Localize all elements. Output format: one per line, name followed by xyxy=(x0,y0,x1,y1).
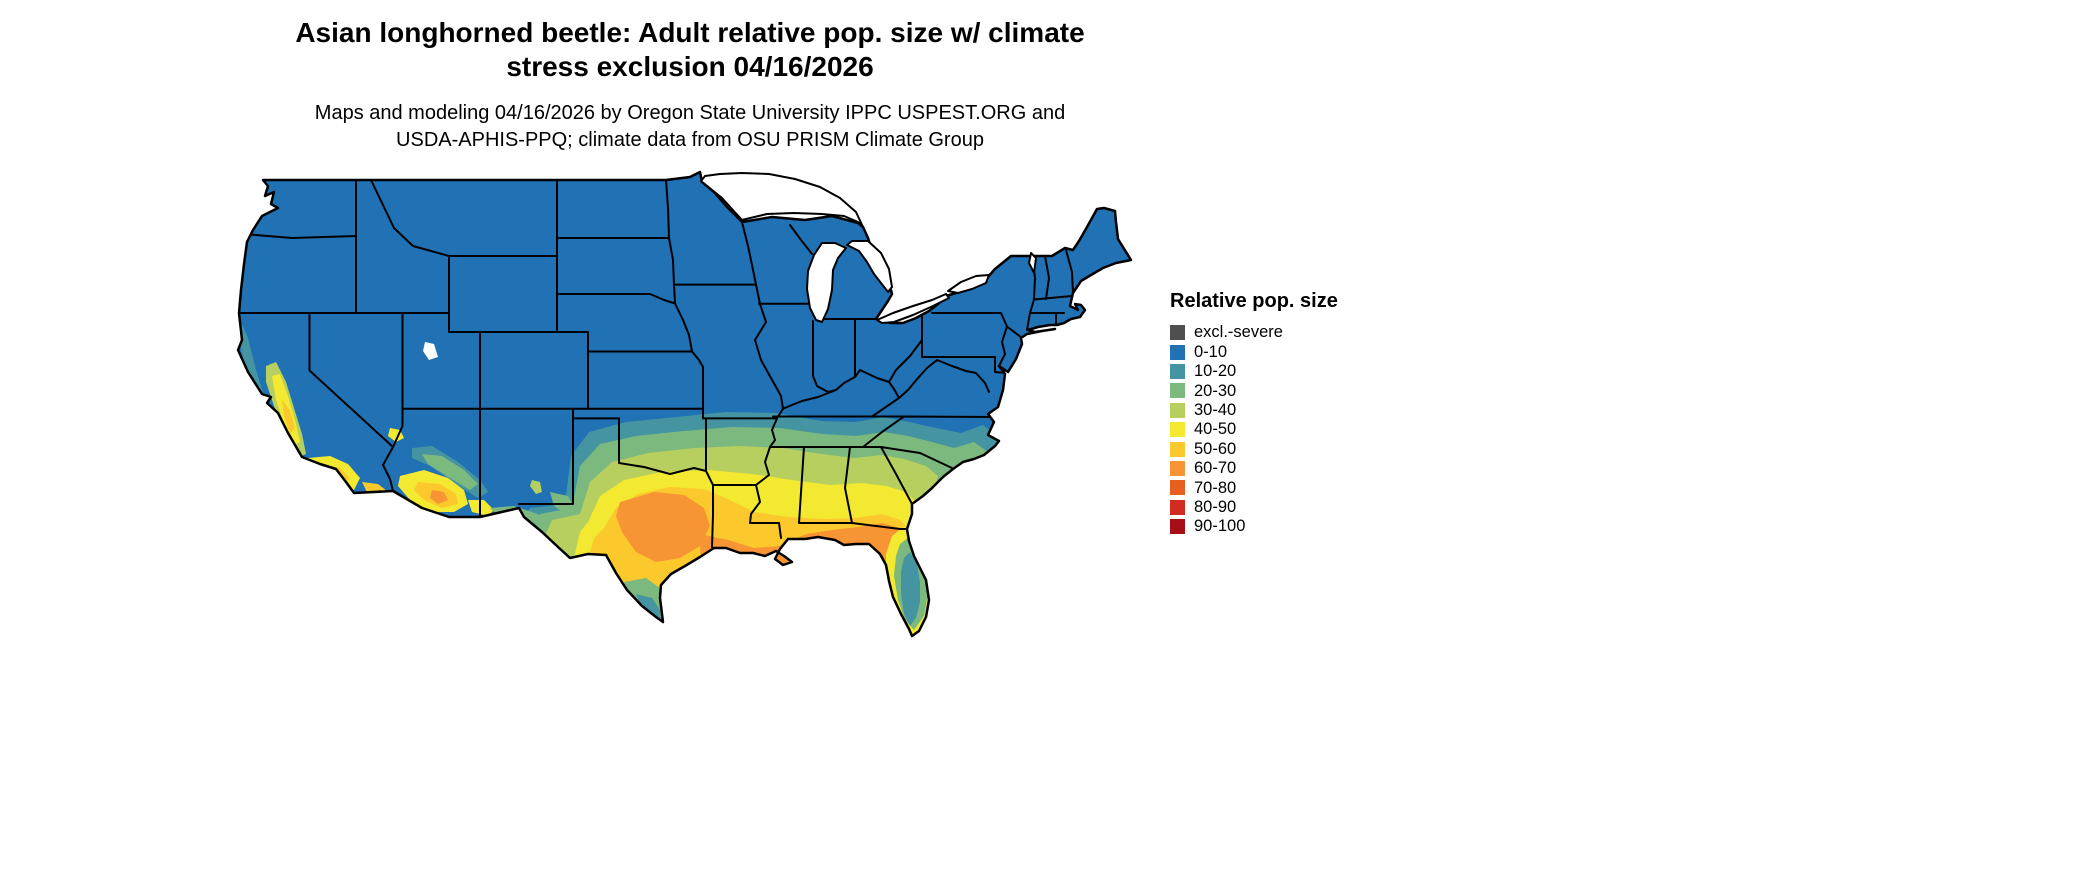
legend-swatch xyxy=(1170,460,1185,476)
map-region-central-valley-50-60 xyxy=(282,400,295,434)
legend-swatch xyxy=(1170,519,1185,535)
us-map-container xyxy=(232,170,1140,658)
legend: Relative pop. size excl.-severe 0-10 10-20… xyxy=(1170,290,1338,536)
legend-item: excl.-severe xyxy=(1170,323,1338,342)
legend-label: 30-40 xyxy=(1194,401,1237,419)
legend-label: 0-10 xyxy=(1194,342,1228,361)
map-subtitle: Maps and modeling 04/16/2026 by Oregon S… xyxy=(0,100,1380,154)
map-region-california-coast-10-20 xyxy=(238,320,282,444)
legend-item: 70-80 xyxy=(1170,478,1338,497)
legend-item: 30-40 xyxy=(1170,401,1338,420)
legend-label: 40-50 xyxy=(1194,420,1237,439)
legend-item: 90-100 xyxy=(1170,517,1338,536)
lake-superior xyxy=(700,172,864,228)
legend-item: 80-90 xyxy=(1170,498,1338,517)
legend-swatch xyxy=(1170,441,1185,457)
us-map xyxy=(236,170,1133,638)
legend-label: 70-80 xyxy=(1194,478,1237,497)
map-region-texas-core-60-70 xyxy=(616,492,710,562)
us-outline xyxy=(236,170,1133,638)
legend-swatch xyxy=(1170,383,1185,399)
legend-item: 50-60 xyxy=(1170,439,1338,458)
lake-huron xyxy=(846,240,893,293)
legend-item: 40-50 xyxy=(1170,420,1338,439)
map-region-gulf-coast-60-70 xyxy=(700,523,912,636)
map-subtitle-line2: USDA-APHIS-PPQ; climate data from OSU PR… xyxy=(396,129,984,151)
page-title-line1: Asian longhorned beetle: Adult relative … xyxy=(295,17,1085,48)
state-borders xyxy=(238,179,1074,548)
map-fill-layers xyxy=(238,172,1131,636)
lake-champlain xyxy=(1028,252,1037,274)
map-region-base-0-10 xyxy=(238,172,1131,636)
legend-swatch xyxy=(1170,325,1185,341)
legend-title: Relative pop. size xyxy=(1170,290,1338,312)
legend-swatch xyxy=(1170,344,1185,360)
legend-label: 90-100 xyxy=(1194,517,1246,536)
lake-erie xyxy=(876,293,950,324)
legend-items: excl.-severe 0-10 10-20 20-30 30-40 40-50 50-6… xyxy=(1170,323,1338,536)
map-region-arizona-desert-60-70 xyxy=(430,490,448,504)
legend-item: 20-30 xyxy=(1170,381,1338,400)
legend-label: 60-70 xyxy=(1194,459,1237,478)
page-title-line2: stress exclusion 04/16/2026 xyxy=(506,51,874,82)
legend-label: 10-20 xyxy=(1194,362,1237,381)
map-region-florida-10-20 xyxy=(901,552,920,626)
map-subtitle-line1: Maps and modeling 04/16/2026 by Oregon S… xyxy=(314,102,1066,124)
great-lakes xyxy=(423,172,1037,360)
legend-item: 10-20 xyxy=(1170,362,1338,381)
legend-swatch xyxy=(1170,363,1185,379)
legend-swatch xyxy=(1170,499,1185,515)
legend-swatch xyxy=(1170,480,1185,496)
legend-label: 80-90 xyxy=(1194,497,1237,516)
legend-label: 50-60 xyxy=(1194,439,1237,458)
legend-item: 60-70 xyxy=(1170,459,1338,478)
legend-swatch xyxy=(1170,422,1185,438)
map-region-rio-grande-30-40 xyxy=(530,480,542,494)
legend-item: 0-10 xyxy=(1170,342,1338,361)
legend-swatch xyxy=(1170,402,1185,418)
map-header: Asian longhorned beetle: Adult relative … xyxy=(0,16,1380,154)
legend-label: excl.-severe xyxy=(1194,323,1283,342)
lake-ontario xyxy=(947,274,990,294)
lake-michigan xyxy=(806,242,847,323)
map-region-arizona-rim-20-30 xyxy=(422,454,478,490)
legend-label: 20-30 xyxy=(1194,381,1237,400)
great-salt-lake xyxy=(423,342,438,360)
